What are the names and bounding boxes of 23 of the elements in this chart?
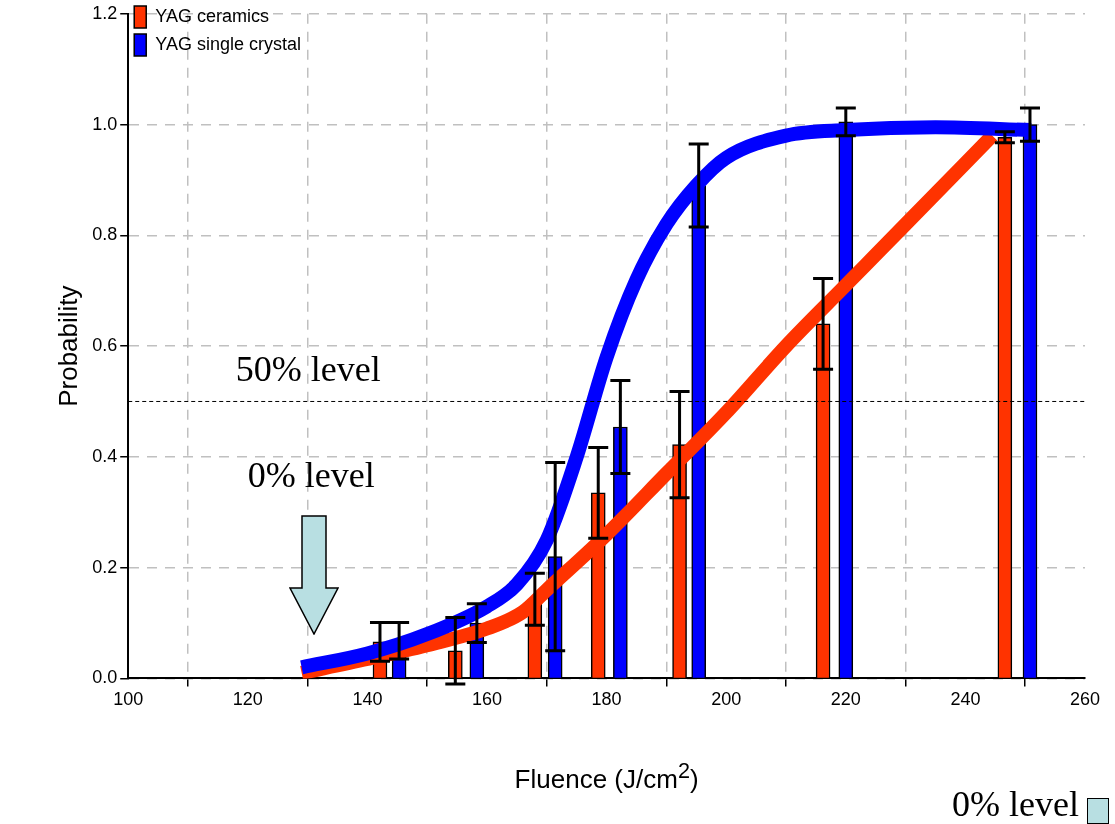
x-tick-label: 160: [471, 689, 503, 710]
y-tick-label: 1.0: [92, 113, 118, 134]
y-tick-label: 0.4: [92, 445, 118, 466]
x-tick-label: 180: [591, 689, 622, 710]
y-tick-label: 0.2: [92, 556, 118, 577]
y-tick-label: 1.2: [92, 2, 118, 23]
x-tick-label: 140: [352, 689, 383, 710]
x-tick-label: 260: [1069, 689, 1101, 710]
ref-line-label: 50% level: [235, 348, 381, 389]
x-tick-label: 240: [950, 689, 981, 710]
x-tick-label: 200: [711, 689, 742, 710]
legend-label: YAG single crystal: [155, 33, 301, 54]
y-axis-title: Probability: [52, 285, 83, 407]
y-tick-label: 0.0: [92, 667, 118, 688]
x-axis-title: Fluence (J/cm$^{2}$): [513, 758, 700, 796]
y-tick-label: 0.6: [92, 335, 118, 356]
legend-label: YAG ceramics: [155, 5, 269, 26]
annotation: 0% level: [247, 455, 375, 496]
x-tick-label: 120: [232, 689, 263, 710]
x-tick-label: 220: [830, 689, 861, 710]
text: 0% level: [952, 784, 1079, 824]
y-tick-label: 0.8: [92, 224, 118, 245]
x-tick-label: 100: [113, 689, 144, 710]
